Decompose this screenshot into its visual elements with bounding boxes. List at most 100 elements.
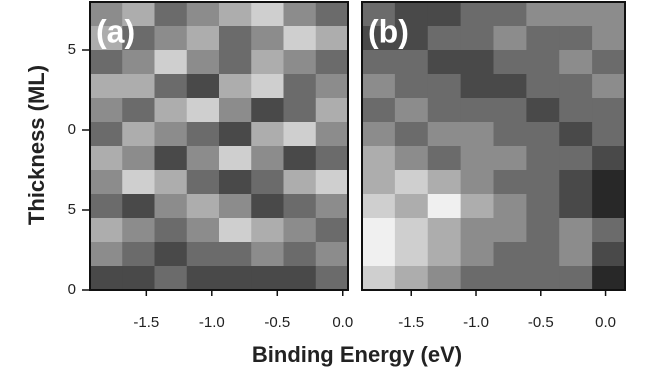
heatmap-cell (592, 242, 626, 267)
heatmap-cell (122, 2, 155, 27)
heatmap-cell (90, 170, 123, 195)
heatmap-cell (315, 98, 349, 123)
heatmap-cell (315, 146, 349, 171)
heatmap-cell (186, 194, 220, 219)
heatmap-cell (219, 266, 252, 291)
heatmap-cell (219, 2, 252, 27)
panel-label: (a) (96, 13, 135, 49)
x-tick-label: 0.0 (595, 314, 616, 331)
heatmap-cell (362, 170, 396, 195)
heatmap-cell (315, 218, 349, 243)
heatmap-cell (526, 74, 560, 99)
heatmap-cell (526, 146, 560, 171)
heatmap-cell (122, 146, 155, 171)
heatmap-cell (460, 146, 494, 171)
heatmap-cell (559, 26, 593, 51)
heatmap-cell (362, 146, 396, 171)
heatmap-cell (154, 266, 188, 291)
y-tick-label: 0 (68, 281, 76, 298)
heatmap-cell (526, 26, 560, 51)
heatmap-cell (219, 218, 252, 243)
heatmap-cell (427, 218, 462, 243)
panel-frame (89, 1, 349, 291)
heatmap-cell (460, 194, 494, 219)
heatmap-cell (592, 50, 626, 75)
heatmap-cell (315, 266, 349, 291)
heatmap-cell (460, 122, 494, 147)
heatmap-cell (493, 146, 527, 171)
heatmap-cell (315, 122, 349, 147)
heatmap-cell (315, 170, 349, 195)
heatmap-cell (186, 266, 220, 291)
heatmap-cell (362, 98, 396, 123)
heatmap-cell (460, 170, 494, 195)
heatmap-cell (559, 122, 593, 147)
heatmap-cell (90, 242, 123, 267)
heatmap-cell (526, 170, 560, 195)
heatmap-cell (219, 242, 252, 267)
heatmap-cell (122, 98, 155, 123)
heatmap-cell (315, 50, 349, 75)
heatmap-cell (283, 194, 317, 219)
heatmap-cell (592, 170, 626, 195)
heatmap-cell (251, 50, 284, 75)
heatmap-cell (427, 146, 462, 171)
heatmap-cell (251, 146, 284, 171)
heatmap-cell (493, 74, 527, 99)
y-tick-label: 0 (68, 121, 76, 138)
heatmap-cell (90, 74, 123, 99)
heatmap-cell (394, 170, 429, 195)
heatmap-cell (559, 170, 593, 195)
heatmap-cell (186, 122, 220, 147)
heatmap-cell (559, 266, 593, 291)
heatmap-cell (460, 26, 494, 51)
heatmap-cell (427, 74, 462, 99)
heatmap-cell (362, 2, 396, 27)
heatmap-cell (526, 242, 560, 267)
heatmap-cell (186, 146, 220, 171)
heatmap-cell (493, 122, 527, 147)
heatmap-cell (251, 74, 284, 99)
heatmap-cell (460, 74, 494, 99)
heatmap-cell (427, 26, 462, 51)
heatmap-cell (526, 218, 560, 243)
heatmap-cell (559, 2, 593, 27)
heatmap-cell (186, 218, 220, 243)
heatmap-cell (592, 122, 626, 147)
heatmap-cell (90, 194, 123, 219)
heatmap-cell (493, 98, 527, 123)
x-tick-label: 0.0 (332, 314, 353, 331)
heatmap-cell (427, 242, 462, 267)
heatmap-cell (394, 74, 429, 99)
heatmap-cell (427, 170, 462, 195)
heatmap-cell (460, 98, 494, 123)
heatmap-cell (315, 74, 349, 99)
heatmap-cell (559, 242, 593, 267)
heatmap-cell (394, 194, 429, 219)
heatmap-cell (315, 194, 349, 219)
heatmap-cell (154, 218, 188, 243)
heatmap-cell (362, 50, 396, 75)
heatmap-cell (460, 266, 494, 291)
heatmap-cell (526, 122, 560, 147)
heatmap-cell (154, 98, 188, 123)
heatmap-cell (122, 266, 155, 291)
heatmap-cell (394, 266, 429, 291)
heatmap-cell (251, 170, 284, 195)
heatmap-cell (493, 266, 527, 291)
heatmap-cell (283, 26, 317, 51)
heatmap-cell (526, 194, 560, 219)
heatmap-cell (394, 122, 429, 147)
heatmap-cell (362, 122, 396, 147)
heatmap-cell (283, 74, 317, 99)
y-tick-label: 5 (68, 201, 76, 218)
x-tick-label: -1.5 (398, 314, 424, 331)
heatmap-cell (362, 194, 396, 219)
heatmap-cell (154, 74, 188, 99)
heatmap-cell (186, 98, 220, 123)
heatmap-cell (394, 2, 429, 27)
y-axis-label: Thickness (ML) (24, 65, 49, 225)
x-tick-label: -1.0 (199, 314, 225, 331)
heatmap-cell (219, 194, 252, 219)
heatmap-cell (283, 122, 317, 147)
